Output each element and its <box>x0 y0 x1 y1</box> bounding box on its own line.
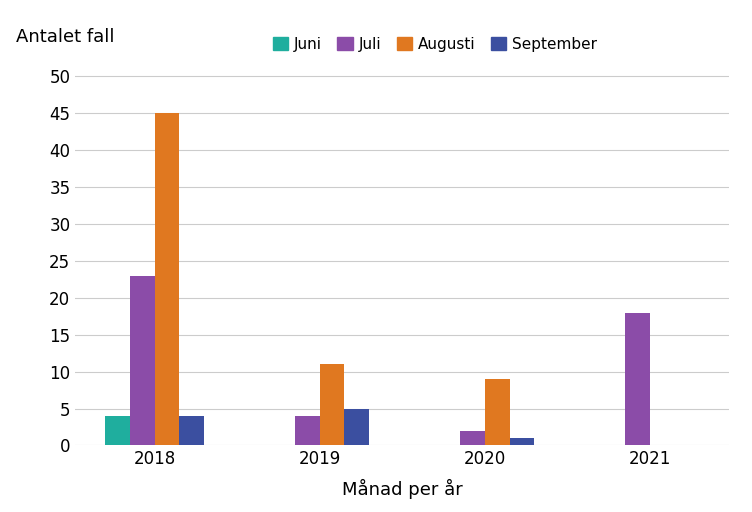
Bar <box>510 438 535 445</box>
Bar <box>460 431 485 445</box>
Bar <box>320 364 344 445</box>
Bar <box>626 312 650 445</box>
Bar <box>344 409 369 445</box>
Bar <box>295 416 320 445</box>
Bar <box>129 275 154 445</box>
Bar <box>105 416 129 445</box>
Text: Antalet fall: Antalet fall <box>17 28 115 46</box>
X-axis label: Månad per år: Månad per år <box>342 479 462 500</box>
Legend: Juni, Juli, Augusti, September: Juni, Juli, Augusti, September <box>267 31 603 58</box>
Bar <box>485 379 510 445</box>
Bar <box>154 113 179 445</box>
Bar <box>179 416 204 445</box>
